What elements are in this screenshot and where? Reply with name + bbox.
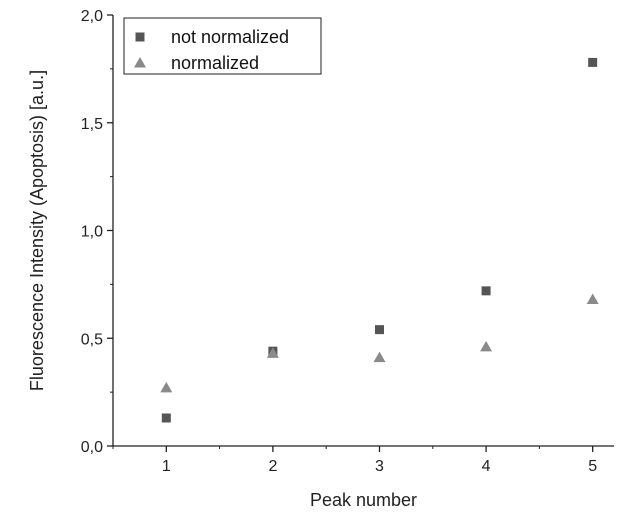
x-tick-label: 2 bbox=[268, 458, 277, 475]
x-tick-label: 5 bbox=[588, 458, 597, 475]
plot-frame bbox=[112, 15, 614, 447]
point-not-normalized bbox=[588, 57, 598, 67]
y-axis: 0,0 0,5 1,0 1,5 2,0 bbox=[81, 8, 113, 456]
y-tick-label: 1,5 bbox=[81, 116, 103, 133]
x-axis: 1 2 3 4 5 bbox=[112, 446, 597, 475]
y-tick-label: 0,5 bbox=[81, 331, 103, 348]
point-normalized bbox=[373, 351, 386, 363]
x-axis-label: Peak number bbox=[310, 490, 417, 510]
point-normalized bbox=[160, 381, 173, 393]
x-tick-label: 4 bbox=[482, 458, 491, 475]
y-tick-label: 0,0 bbox=[81, 439, 103, 456]
legend-box bbox=[123, 17, 322, 75]
data-points bbox=[160, 57, 599, 423]
point-not-normalized bbox=[161, 413, 171, 423]
point-not-normalized bbox=[481, 286, 491, 296]
legend: not normalized normalized bbox=[123, 17, 322, 75]
x-tick-label: 3 bbox=[375, 458, 384, 475]
legend-marker-square bbox=[135, 32, 145, 42]
point-normalized bbox=[586, 293, 599, 304]
legend-label: not normalized bbox=[171, 27, 289, 47]
point-normalized bbox=[266, 347, 279, 358]
y-axis-label: Fluorescence Intensity (Apoptosis) [a.u.… bbox=[27, 70, 47, 391]
point-not-normalized bbox=[374, 325, 384, 335]
point-normalized bbox=[480, 340, 493, 352]
legend-marker-triangle bbox=[134, 57, 146, 68]
x-tick-label: 1 bbox=[162, 458, 171, 475]
y-tick-label: 2,0 bbox=[81, 8, 103, 25]
y-tick-label: 1,0 bbox=[81, 224, 103, 241]
legend-label: normalized bbox=[171, 53, 259, 73]
